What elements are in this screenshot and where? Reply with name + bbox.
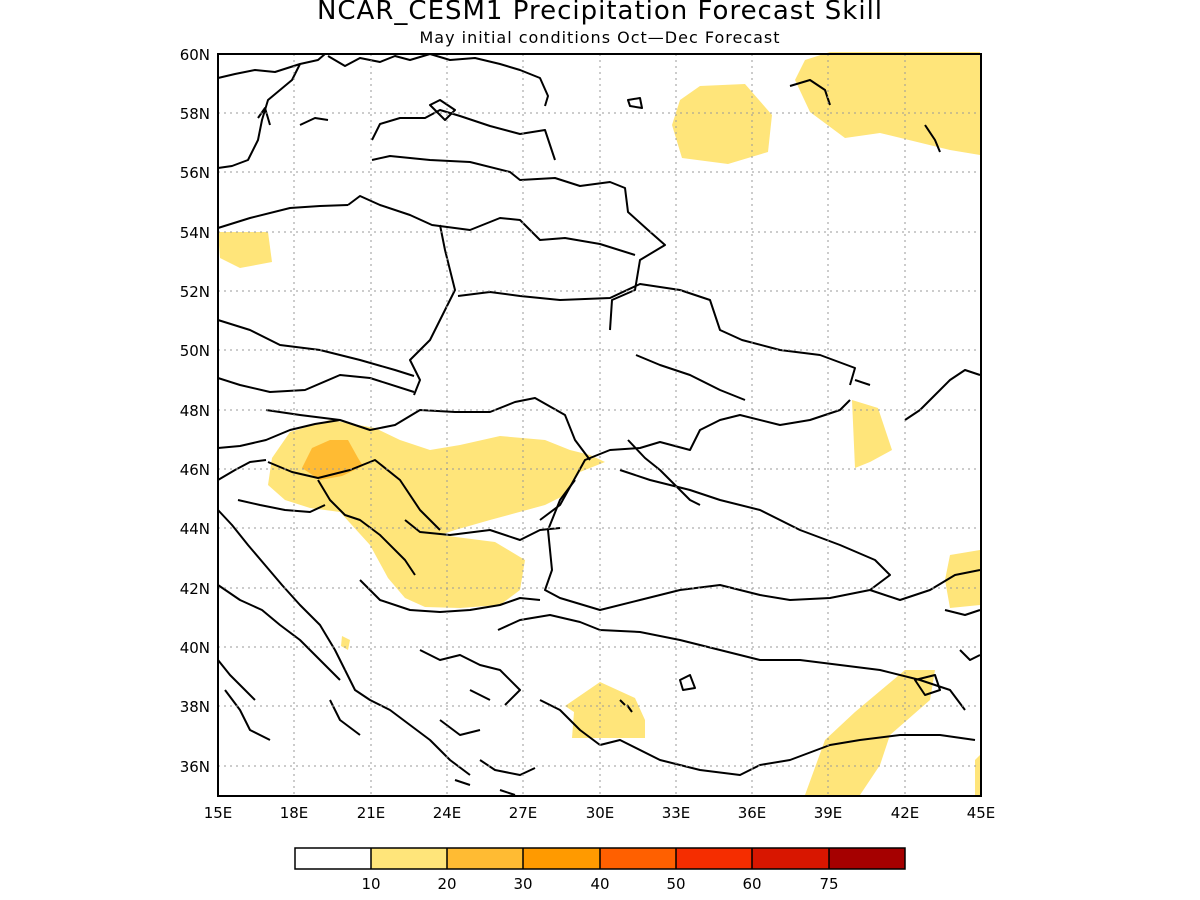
legend-label: 75 [819, 875, 838, 893]
lat-label: 46N [180, 461, 210, 479]
lat-label: 54N [180, 224, 210, 242]
map-subtitle: May initial conditions Oct—Dec Forecast [419, 28, 781, 47]
lon-label: 30E [586, 804, 615, 822]
map-frame [217, 53, 982, 797]
skill-region-greece-dot [341, 636, 350, 650]
skill-region-turkey-west [565, 682, 645, 738]
lon-label: 42E [891, 804, 920, 822]
map-title: NCAR_CESM1 Precipitation Forecast Skill [316, 0, 884, 26]
lon-label: 24E [433, 804, 462, 822]
legend-swatch [829, 848, 905, 869]
lat-label: 44N [180, 520, 210, 538]
lon-label: 36E [738, 804, 767, 822]
legend-swatch [600, 848, 676, 869]
legend-label: 40 [590, 875, 609, 893]
legend-label: 50 [666, 875, 685, 893]
skill-region-turkey-east [805, 670, 935, 795]
legend-label: 20 [437, 875, 456, 893]
lat-label: 36N [180, 758, 210, 776]
legend-swatch [447, 848, 523, 869]
legend-swatch [295, 848, 371, 869]
legend-swatch [371, 848, 447, 869]
legend-label: 60 [742, 875, 761, 893]
lon-label: 39E [814, 804, 843, 822]
color-legend: 10 20 30 40 50 60 75 [294, 847, 906, 893]
skill-region-northeast [795, 52, 980, 155]
lon-label: 45E [967, 804, 996, 822]
lat-label: 56N [180, 164, 210, 182]
lat-label: 50N [180, 342, 210, 360]
skill-region-far-east-edge [975, 755, 980, 795]
latitude-labels: 60N 58N 56N 54N 52N 50N 48N 46N 44N 42N … [180, 46, 210, 776]
skill-region-poland-west [218, 232, 272, 268]
lat-label: 58N [180, 105, 210, 123]
lat-label: 38N [180, 698, 210, 716]
legend-label: 30 [513, 875, 532, 893]
lat-label: 60N [180, 46, 210, 64]
skill-region-south-crimea [852, 400, 892, 468]
lon-label: 27E [509, 804, 538, 822]
lat-label: 52N [180, 283, 210, 301]
coastlines-borders [217, 53, 981, 796]
legend-label: 10 [361, 875, 380, 893]
legend-swatch [752, 848, 829, 869]
skill-region-north-russia [672, 84, 772, 164]
legend-swatch [523, 848, 600, 869]
skill-shading [218, 52, 980, 795]
lat-label: 40N [180, 639, 210, 657]
longitude-labels: 15E 18E 21E 24E 27E 30E 33E 36E 39E 42E … [204, 804, 996, 822]
skill-region-caucasus [945, 550, 980, 608]
map-graticule [218, 54, 981, 796]
lon-label: 33E [662, 804, 691, 822]
lon-label: 21E [357, 804, 386, 822]
lat-label: 42N [180, 580, 210, 598]
lat-label: 48N [180, 402, 210, 420]
lon-label: 18E [280, 804, 309, 822]
lon-label: 15E [204, 804, 233, 822]
legend-swatch [676, 848, 752, 869]
